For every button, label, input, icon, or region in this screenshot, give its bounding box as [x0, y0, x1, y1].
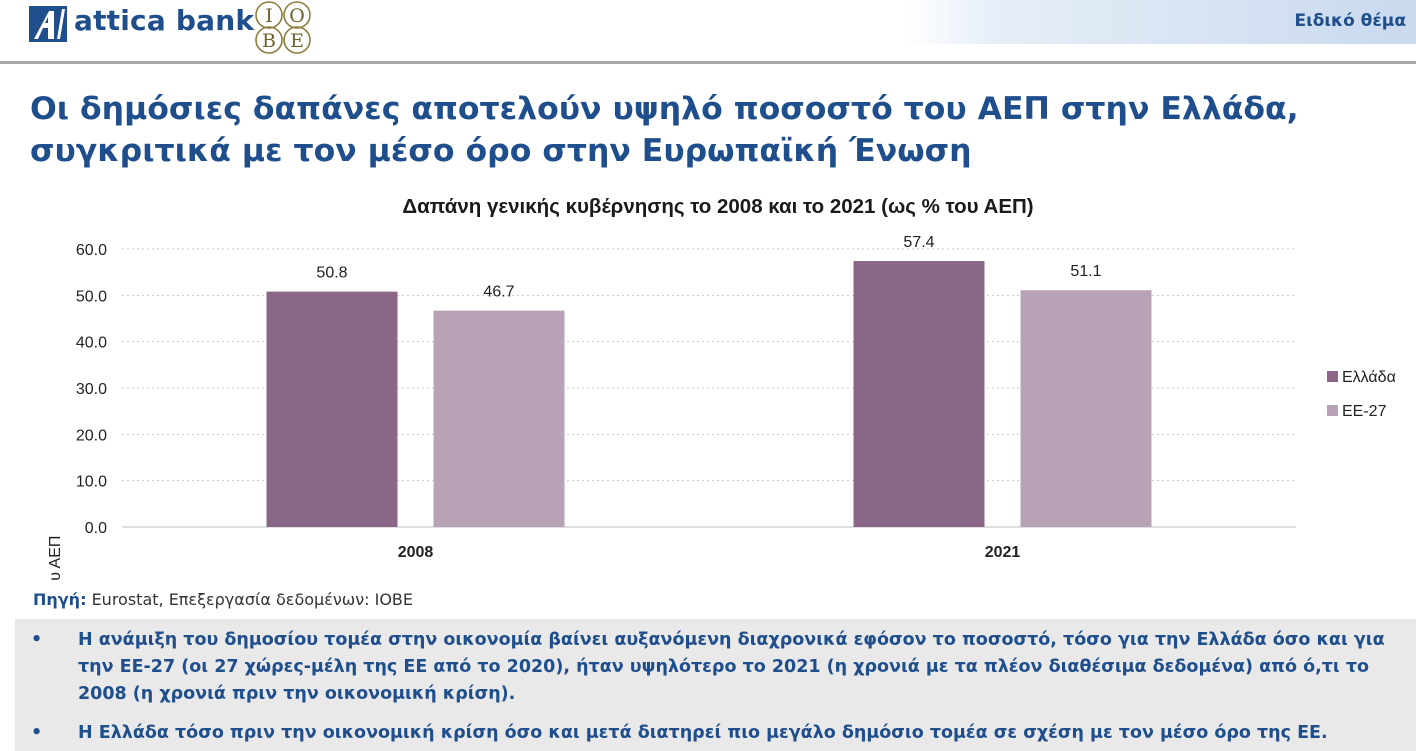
legend: Ελλάδα ΕΕ-27: [1327, 369, 1396, 420]
section-bar: Ειδικό θέμα: [904, 0, 1416, 44]
page-title: Οι δημόσιες δαπάνες αποτελούν υψηλό ποσο…: [30, 91, 1299, 169]
svg-text:E: E: [290, 30, 304, 52]
svg-text:B: B: [262, 30, 276, 52]
bar-eu27-2008: [433, 310, 565, 527]
data-label: 51.1: [1070, 263, 1101, 280]
note-text: Η Ελλάδα τόσο πριν την οικονομική κρίση …: [78, 723, 1328, 743]
y-tick-label: 30.0: [76, 381, 107, 398]
source-prefix: Πηγή:: [33, 590, 87, 609]
bank-name: attica bank: [74, 4, 255, 37]
y-tick-label: 60.0: [76, 242, 107, 259]
bars: [266, 261, 1152, 527]
iobe-logo: I O B E: [255, 1, 311, 54]
svg-text:O: O: [289, 5, 305, 27]
source-note: Πηγή: Eurostat, Επεξεργασία δεδομένων: Ι…: [33, 590, 413, 609]
y-tick-label: 50.0: [76, 288, 107, 305]
note-text: Η ανάμιξη του δημοσίου τομέα στην οικονο…: [78, 630, 1385, 704]
header: attica bank I O B E Ειδικό θέμα: [0, 0, 1416, 64]
data-label: 57.4: [903, 234, 934, 251]
data-label: 46.7: [483, 284, 514, 301]
y-tick-label: 20.0: [76, 427, 107, 444]
bar-greece-2008: [266, 291, 398, 527]
section-label: Ειδικό θέμα: [1294, 11, 1406, 31]
y-tick-label: 0.0: [85, 520, 107, 537]
x-tick-label: 2021: [985, 544, 1021, 561]
y-axis-ticks: 0.0 10.0 20.0 30.0 40.0 50.0 60.0: [76, 242, 107, 537]
bar-eu27-2021: [1020, 290, 1152, 527]
x-tick-label: 2008: [398, 544, 434, 561]
bar-labels: 50.8 46.7 57.4 51.1: [316, 234, 1101, 301]
y-tick-label: 40.0: [76, 335, 107, 352]
y-axis-label: % του ΑΕΠ: [47, 536, 64, 580]
note-item: • Η ανάμιξη του δημοσίου τομέα στην οικο…: [15, 627, 1395, 717]
x-axis-ticks: 2008 2021: [398, 544, 1021, 561]
legend-label: Ελλάδα: [1342, 369, 1396, 386]
legend-label: ΕΕ-27: [1342, 403, 1387, 420]
note-item: • Η Ελλάδα τόσο πριν την οικονομική κρίσ…: [15, 720, 1395, 750]
chart-title: Δαπάνη γενικής κυβέρνησης το 2008 και το…: [402, 195, 1033, 218]
bullet: •: [31, 723, 43, 743]
bar-greece-2021: [853, 261, 985, 527]
legend-swatch: [1327, 371, 1338, 382]
notes-panel: • Η ανάμιξη του δημοσίου τομέα στην οικο…: [15, 619, 1416, 751]
legend-swatch: [1327, 405, 1338, 416]
attica-bank-logo-icon: [29, 6, 67, 42]
header-divider: [0, 61, 1416, 64]
bullet: •: [31, 630, 43, 650]
data-label: 50.8: [316, 265, 347, 282]
svg-text:I: I: [265, 5, 273, 27]
source-text: Eurostat, Επεξεργασία δεδομένων: ΙΟΒΕ: [91, 590, 413, 609]
y-tick-label: 10.0: [76, 474, 107, 491]
chart: Δαπάνη γενικής κυβέρνησης το 2008 και το…: [47, 195, 1396, 580]
